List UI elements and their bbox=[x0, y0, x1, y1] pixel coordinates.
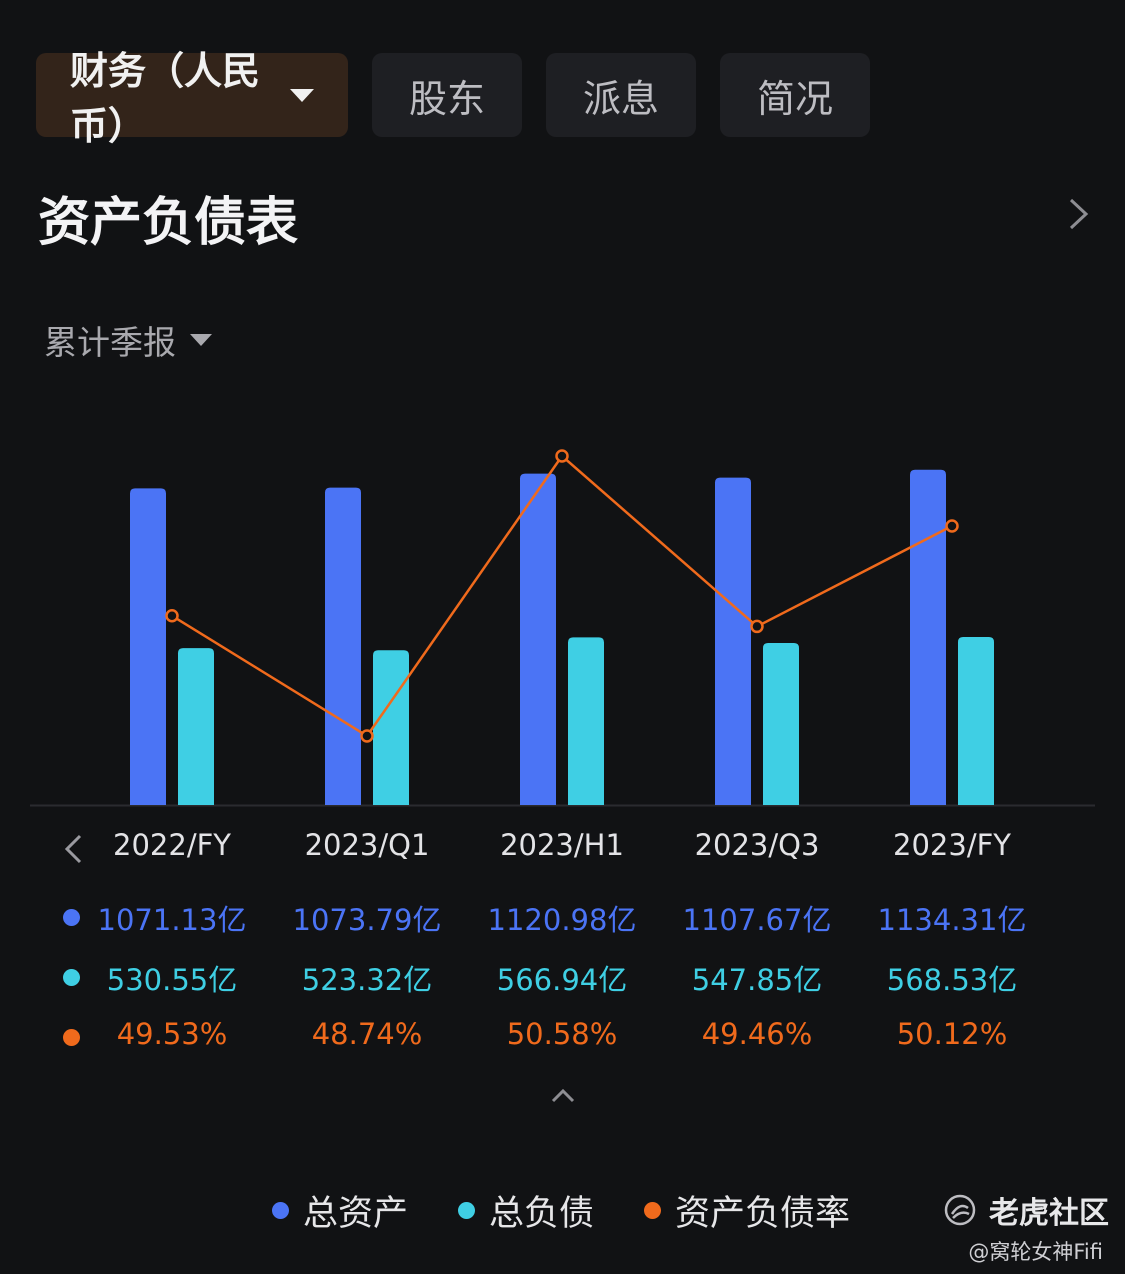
brand-label: 老虎社区 bbox=[989, 1196, 1109, 1231]
data-label: 547.85亿 bbox=[691, 963, 823, 997]
period-selector[interactable]: 累计季报 bbox=[44, 316, 212, 364]
total-liabilities-dot bbox=[63, 969, 80, 986]
chevron-up-icon[interactable] bbox=[550, 1086, 576, 1106]
data-label: 530.55亿 bbox=[106, 963, 238, 997]
legend-total-liabilities: 总负债 bbox=[458, 1185, 594, 1236]
caret-down-icon bbox=[290, 88, 314, 102]
data-label: 50.12% bbox=[896, 1017, 1008, 1051]
author-handle: @窝轮女神Fifi bbox=[968, 1240, 1103, 1264]
debt-ratio-point bbox=[360, 729, 374, 743]
data-label: 1073.79亿 bbox=[292, 903, 442, 937]
data-label: 50.58% bbox=[506, 1017, 618, 1051]
data-label: 568.53亿 bbox=[886, 963, 1018, 997]
bar-total-liabilities bbox=[373, 650, 409, 805]
data-label: 48.74% bbox=[311, 1017, 423, 1051]
data-label: 1134.31亿 bbox=[877, 903, 1027, 937]
bar-total-liabilities bbox=[958, 636, 994, 805]
balance-sheet-chart bbox=[30, 449, 1095, 807]
period-selector-label: 累计季报 bbox=[44, 323, 176, 362]
debt-ratio-point bbox=[165, 609, 179, 623]
tab-profile[interactable]: 简况 bbox=[720, 53, 870, 137]
bar-total-assets bbox=[910, 469, 946, 805]
section-title: 资产负债表 bbox=[38, 193, 299, 253]
caret-down-icon bbox=[190, 334, 212, 346]
x-tick-label: 2022/FY bbox=[113, 828, 231, 862]
bar-total-assets bbox=[130, 488, 166, 805]
debt-ratio-point bbox=[555, 449, 569, 463]
legend-label: 资产负债率 bbox=[675, 1194, 851, 1234]
bar-total-assets bbox=[715, 477, 751, 805]
brand-watermark: 老虎社区 bbox=[943, 1188, 1109, 1232]
legend-dot bbox=[644, 1202, 661, 1219]
data-label: 1107.67亿 bbox=[682, 903, 832, 937]
x-tick-label: 2023/Q3 bbox=[694, 828, 820, 862]
data-label: 1071.13亿 bbox=[97, 903, 247, 937]
chevron-right-icon[interactable] bbox=[1062, 197, 1094, 231]
data-label: 1120.98亿 bbox=[487, 903, 637, 937]
tab-financials[interactable]: 财务（人民币） bbox=[36, 49, 348, 148]
data-label: 566.94亿 bbox=[496, 963, 628, 997]
top-tabs: 财务（人民币） 股东 派息 简况 bbox=[36, 49, 870, 148]
legend-label: 总负债 bbox=[489, 1194, 595, 1234]
tiger-logo-icon bbox=[944, 1194, 976, 1226]
debt-ratio-dot bbox=[63, 1029, 80, 1046]
data-label: 523.32亿 bbox=[301, 963, 433, 997]
legend-dot bbox=[458, 1202, 475, 1219]
total-liabilities-row: 530.55亿 523.32亿 566.94亿 547.85亿 568.53亿 bbox=[0, 957, 1125, 997]
data-label: 49.46% bbox=[701, 1017, 813, 1051]
total-assets-dot bbox=[63, 909, 80, 926]
data-label: 49.53% bbox=[116, 1017, 228, 1051]
debt-ratio-line bbox=[171, 454, 953, 738]
chart-legend: 总资产 总负债 资产负债率 bbox=[0, 1185, 1125, 1234]
chevron-left-icon[interactable] bbox=[60, 832, 88, 866]
tab-dividends[interactable]: 派息 bbox=[546, 53, 696, 137]
bar-total-assets bbox=[325, 487, 361, 805]
legend-label: 总资产 bbox=[303, 1194, 409, 1234]
bar-total-assets bbox=[520, 473, 556, 805]
bar-total-liabilities bbox=[763, 643, 799, 805]
tab-shareholders[interactable]: 股东 bbox=[372, 53, 522, 137]
legend-total-assets: 总资产 bbox=[272, 1185, 408, 1236]
total-assets-row: 1071.13亿 1073.79亿 1120.98亿 1107.67亿 1134.31亿 bbox=[0, 897, 1125, 937]
bar-total-liabilities bbox=[178, 648, 214, 805]
debt-ratio-point bbox=[750, 619, 764, 634]
legend-dot bbox=[272, 1202, 289, 1219]
x-axis-labels: 2022/FY 2023/Q1 2023/H1 2023/Q3 2023/FY bbox=[0, 828, 1125, 872]
debt-ratio-row: 49.53% 48.74% 50.58% 49.46% 50.12% bbox=[0, 1017, 1125, 1057]
debt-ratio-point bbox=[945, 519, 959, 533]
x-tick-label: 2023/FY bbox=[893, 828, 1011, 862]
tab-financials-label: 财务（人民币） bbox=[70, 49, 261, 148]
legend-debt-ratio: 资产负债率 bbox=[644, 1185, 850, 1236]
x-tick-label: 2023/Q1 bbox=[304, 828, 430, 862]
bar-total-liabilities bbox=[568, 637, 604, 805]
x-tick-label: 2023/H1 bbox=[500, 828, 624, 862]
